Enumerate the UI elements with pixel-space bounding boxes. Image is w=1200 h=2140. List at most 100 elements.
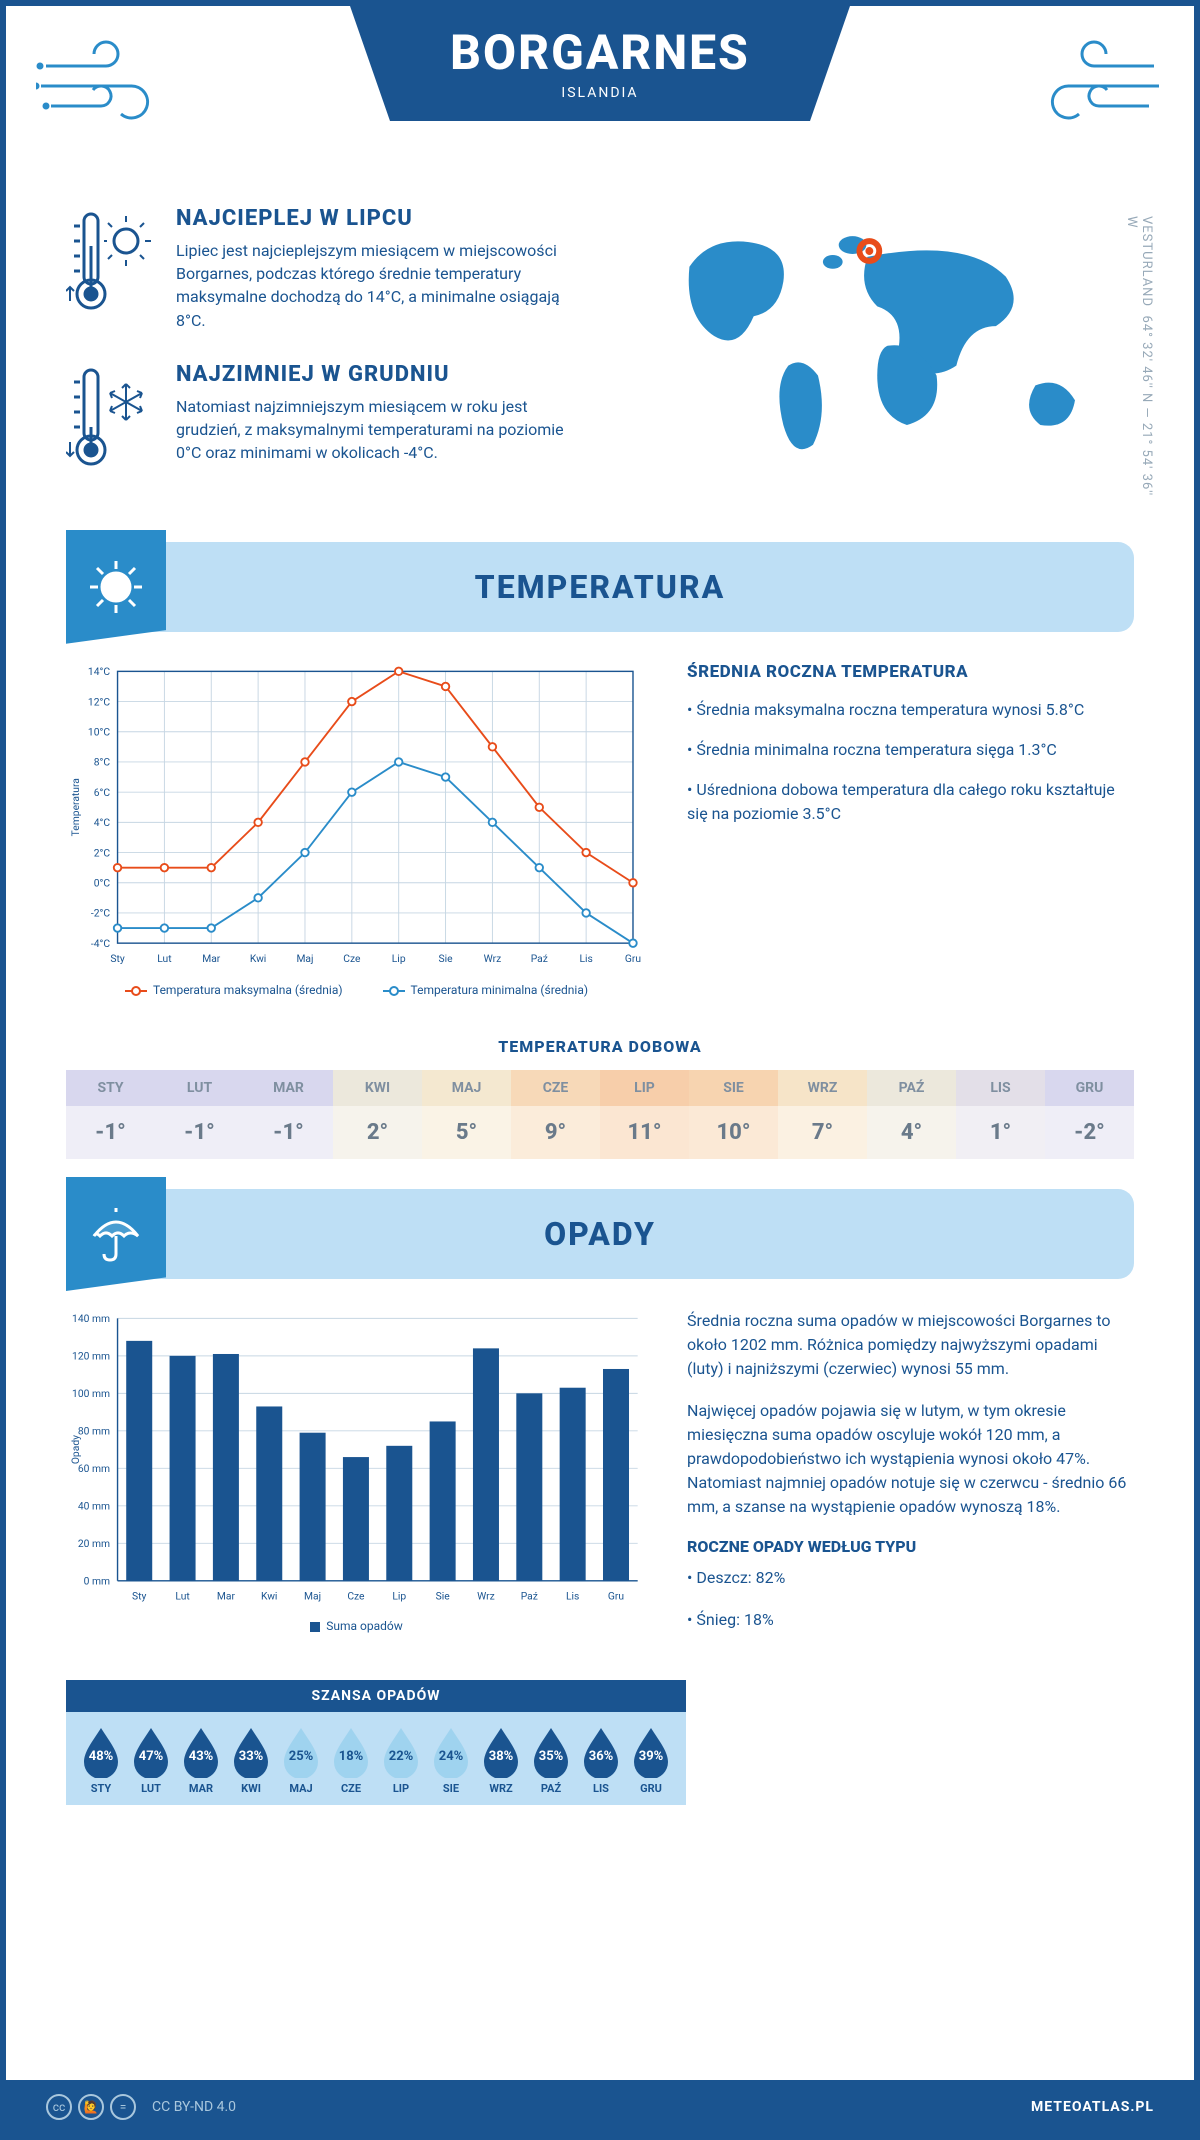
license-text: CC BY-ND 4.0 — [152, 2099, 236, 2115]
cc-icon: cc — [46, 2094, 72, 2120]
svg-text:Lut: Lut — [157, 952, 172, 965]
daily-temp-cell: CZE9° — [511, 1070, 600, 1159]
daily-temp-cell: LIS1° — [956, 1070, 1045, 1159]
precipitation-chart: 0 mm 20 mm 40 mm 60 mm 80 mm 100 mm 120 mm 140 … — [66, 1309, 647, 1650]
daily-temp-cell: MAR-1° — [244, 1070, 333, 1159]
coldest-text: Natomiast najzimniejszym miesiącem w rok… — [176, 395, 586, 465]
annual-temp-bullet: • Średnia maksymalna roczna temperatura … — [687, 698, 1134, 722]
svg-text:-2°C: -2°C — [91, 906, 110, 919]
annual-temp-title: ŚREDNIA ROCZNA TEMPERATURA — [687, 662, 1134, 682]
country-subtitle: ISLANDIA — [450, 85, 750, 101]
coordinates-label: VESTURLAND 64° 32' 46'' N — 21° 54' 36''… — [1124, 216, 1154, 502]
svg-text:4°C: 4°C — [94, 816, 111, 829]
svg-text:10°C: 10°C — [88, 725, 110, 738]
svg-text:Cze: Cze — [343, 952, 361, 965]
annual-temp-bullet: • Uśredniona dobowa temperatura dla całe… — [687, 778, 1134, 826]
svg-text:8°C: 8°C — [94, 755, 111, 768]
svg-text:Sie: Sie — [439, 952, 454, 965]
svg-text:Lis: Lis — [579, 952, 592, 965]
svg-text:Gru: Gru — [625, 952, 641, 965]
svg-text:Paź: Paź — [531, 952, 548, 965]
svg-text:120 mm: 120 mm — [72, 1350, 110, 1363]
svg-text:100 mm: 100 mm — [72, 1387, 110, 1400]
warmest-fact: NAJCIEPLEJ W LIPCU Lipiec jest najcieple… — [66, 206, 586, 332]
by-icon: 🙋 — [78, 2094, 104, 2120]
warmest-text: Lipiec jest najcieplejszym miesiącem w m… — [176, 239, 586, 332]
svg-text:Wrz: Wrz — [484, 952, 502, 965]
umbrella-icon — [86, 1204, 146, 1264]
temperature-heading: TEMPERATURA — [475, 568, 726, 606]
svg-text:20 mm: 20 mm — [78, 1537, 110, 1550]
svg-text:Opady: Opady — [69, 1435, 82, 1464]
svg-text:80 mm: 80 mm — [78, 1425, 110, 1438]
svg-text:Sty: Sty — [132, 1590, 146, 1603]
daily-temp-cell: PAŹ4° — [867, 1070, 956, 1159]
precip-type-title: ROCZNE OPADY WEDŁUG TYPU — [687, 1537, 1134, 1556]
svg-text:12°C: 12°C — [88, 695, 110, 708]
svg-text:40 mm: 40 mm — [78, 1500, 110, 1513]
svg-text:Sie: Sie — [436, 1590, 451, 1603]
temperature-chart: -4°C-2°C0°C2°C4°C6°C8°C10°C12°C14°CStyLu… — [66, 662, 647, 997]
legend-max: Temperatura maksymalna (średnia) — [125, 983, 343, 997]
precip-legend: Suma opadów — [66, 1619, 647, 1633]
footer: cc 🙋 = CC BY-ND 4.0 METEOATLAS.PL — [6, 2080, 1194, 2134]
svg-text:2°C: 2°C — [94, 846, 111, 859]
daily-temp-cell: SIE10° — [689, 1070, 778, 1159]
world-map-box: VESTURLAND 64° 32' 46'' N — 21° 54' 36''… — [640, 206, 1134, 502]
legend-min: Temperatura minimalna (średnia) — [383, 983, 589, 997]
daily-temp-cell: LIP11° — [600, 1070, 689, 1159]
precipitation-heading: OPADY — [544, 1215, 656, 1253]
daily-temp-title: TEMPERATURA DOBOWA — [6, 1037, 1194, 1056]
chance-title: SZANSA OPADÓW — [66, 1680, 686, 1712]
chance-cell: 18%CZE — [326, 1726, 376, 1795]
wind-decoration-icon — [36, 36, 186, 136]
chance-cell: 47%LUT — [126, 1726, 176, 1795]
svg-text:140 mm: 140 mm — [72, 1312, 110, 1325]
svg-text:60 mm: 60 mm — [78, 1462, 110, 1475]
temperature-section: -4°C-2°C0°C2°C4°C6°C8°C10°C12°C14°CStyLu… — [6, 662, 1194, 1017]
svg-text:Mar: Mar — [217, 1590, 236, 1603]
daily-temp-cell: LUT-1° — [155, 1070, 244, 1159]
chance-cell: 48%STY — [76, 1726, 126, 1795]
svg-text:0 mm: 0 mm — [84, 1575, 110, 1588]
precip-chance-strip: SZANSA OPADÓW 48%STY47%LUT43%MAR33%KWI25… — [66, 1680, 686, 1805]
svg-text:Lis: Lis — [566, 1590, 579, 1603]
wind-decoration-icon — [1014, 36, 1164, 136]
title-banner: BORGARNES ISLANDIA — [350, 6, 850, 121]
svg-text:Cze: Cze — [347, 1590, 365, 1603]
chance-cell: 43%MAR — [176, 1726, 226, 1795]
coldest-title: NAJZIMNIEJ W GRUDNIU — [176, 362, 586, 387]
daily-temp-cell: KWI2° — [333, 1070, 422, 1159]
coldest-fact: NAJZIMNIEJ W GRUDNIU Natomiast najzimnie… — [66, 362, 586, 472]
city-title: BORGARNES — [450, 24, 750, 81]
precipitation-section: 0 mm 20 mm 40 mm 60 mm 80 mm 100 mm 120 mm 140 … — [6, 1309, 1194, 1670]
sun-icon — [86, 557, 146, 617]
svg-text:Lip: Lip — [392, 1590, 406, 1603]
svg-text:Gru: Gru — [608, 1590, 624, 1603]
svg-text:-4°C: -4°C — [91, 937, 110, 950]
precipitation-summary: Średnia roczna suma opadów w miejscowośc… — [687, 1309, 1134, 1650]
temperature-summary: ŚREDNIA ROCZNA TEMPERATURA • Średnia mak… — [687, 662, 1134, 997]
svg-text:Kwi: Kwi — [250, 952, 266, 965]
svg-text:Sty: Sty — [110, 952, 124, 965]
nd-icon: = — [110, 2094, 136, 2120]
precipitation-section-banner: OPADY — [66, 1189, 1134, 1279]
chance-cell: 25%MAJ — [276, 1726, 326, 1795]
annual-temp-bullet: • Średnia minimalna roczna temperatura s… — [687, 738, 1134, 762]
license-badges: cc 🙋 = CC BY-ND 4.0 — [46, 2094, 236, 2120]
daily-temp-cell: MAJ5° — [422, 1070, 511, 1159]
temperature-section-banner: TEMPERATURA — [66, 542, 1134, 632]
chance-cell: 22%LIP — [376, 1726, 426, 1795]
summary-row: NAJCIEPLEJ W LIPCU Lipiec jest najcieple… — [6, 186, 1194, 532]
daily-temp-cell: GRU-2° — [1045, 1070, 1134, 1159]
precip-rain: • Deszcz: 82% — [687, 1566, 1134, 1590]
thermometer-snow-icon — [66, 362, 156, 472]
svg-text:Kwi: Kwi — [261, 1590, 277, 1603]
chance-cell: 38%WRZ — [476, 1726, 526, 1795]
chance-cell: 24%SIE — [426, 1726, 476, 1795]
precip-paragraph: Średnia roczna suma opadów w miejscowośc… — [687, 1309, 1134, 1381]
svg-text:6°C: 6°C — [94, 786, 111, 799]
precip-paragraph: Najwięcej opadów pojawia się w lutym, w … — [687, 1399, 1134, 1519]
warmest-title: NAJCIEPLEJ W LIPCU — [176, 206, 586, 231]
svg-text:0°C: 0°C — [94, 876, 111, 889]
